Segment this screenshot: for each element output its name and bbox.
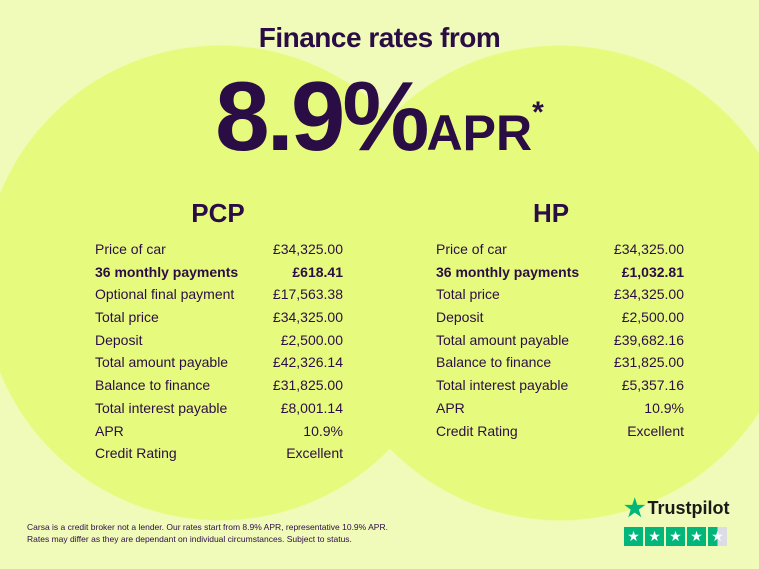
row-label: Price of car bbox=[436, 241, 507, 257]
row-label: Total interest payable bbox=[95, 399, 228, 416]
disclaimer-line-1: Carsa is a credit broker not a lender. O… bbox=[27, 522, 388, 532]
row-label: Price of car bbox=[95, 241, 166, 257]
star-icon: ★ bbox=[624, 527, 643, 546]
row-label: APR bbox=[436, 399, 465, 416]
asterisk: * bbox=[532, 96, 544, 129]
row-value: £618.41 bbox=[292, 263, 343, 280]
table-row: Total interest payable £8,001.14 bbox=[95, 397, 343, 420]
row-label: Total amount payable bbox=[95, 354, 229, 371]
headline-rate: 8.9%APR* bbox=[0, 60, 759, 173]
disclaimer-line-2: Rates may differ as they are dependant o… bbox=[27, 534, 352, 544]
row-value: £31,825.00 bbox=[272, 377, 343, 394]
row-label: Credit Rating bbox=[95, 445, 177, 462]
disclaimer: Carsa is a credit broker not a lender. O… bbox=[27, 521, 388, 545]
table-row: APR 10.9% bbox=[95, 420, 343, 443]
row-value: £42,326.14 bbox=[272, 354, 343, 371]
table-row: Deposit £2,500.00 bbox=[95, 329, 343, 352]
table-row: Deposit £2,500.00 bbox=[436, 306, 684, 329]
table-row: Credit Rating Excellent bbox=[436, 420, 684, 443]
table-row: Total price £34,325.00 bbox=[436, 283, 684, 306]
row-label: Total amount payable bbox=[436, 331, 570, 348]
row-label: Total interest payable bbox=[436, 377, 569, 394]
row-label: Deposit bbox=[95, 331, 143, 348]
table-row: Price of car £34,325.00 bbox=[436, 238, 684, 261]
trustpilot-name: Trustpilot bbox=[647, 498, 730, 518]
table-row: Balance to finance £31,825.00 bbox=[436, 351, 684, 374]
table-row: Total interest payable £5,357.16 bbox=[436, 374, 684, 397]
row-value: 10.9% bbox=[303, 422, 343, 439]
row-value: Excellent bbox=[627, 422, 684, 439]
table-row: Total amount payable £39,682.16 bbox=[436, 329, 684, 352]
trustpilot-rating: ★ ★ ★ ★ ★ bbox=[624, 527, 730, 546]
row-label: 36 monthly payments bbox=[436, 263, 580, 280]
row-value: £34,325.00 bbox=[272, 309, 343, 326]
table-row: APR 10.9% bbox=[436, 397, 684, 420]
table-row: Balance to finance £31,825.00 bbox=[95, 374, 343, 397]
row-value: £31,825.00 bbox=[613, 354, 684, 371]
row-value: £1,032.81 bbox=[621, 263, 684, 280]
rate-value: 8.9% bbox=[215, 61, 429, 171]
star-icon: ★ bbox=[645, 527, 664, 546]
row-value: 10.9% bbox=[644, 399, 684, 416]
trustpilot-star-icon: ★ bbox=[624, 495, 646, 522]
row-value: £39,682.16 bbox=[613, 331, 684, 348]
trustpilot-badge: ★ Trustpilot ★ ★ ★ ★ ★ bbox=[624, 494, 730, 546]
row-value: £8,001.14 bbox=[280, 399, 343, 416]
table-row: 36 monthly payments £1,032.81 bbox=[436, 261, 684, 284]
table-row: Price of car £34,325.00 bbox=[95, 238, 343, 261]
row-label: Deposit bbox=[436, 309, 484, 326]
apr-label: APR bbox=[426, 105, 533, 161]
row-value: £34,325.00 bbox=[613, 241, 684, 257]
row-value: £34,325.00 bbox=[272, 241, 343, 257]
row-label: Optional final payment bbox=[95, 286, 235, 303]
row-label: Total price bbox=[95, 309, 159, 326]
table-row: Total price £34,325.00 bbox=[95, 306, 343, 329]
row-label: 36 monthly payments bbox=[95, 263, 239, 280]
star-icon: ★ bbox=[708, 527, 727, 546]
hp-title: HP bbox=[532, 198, 570, 228]
row-value: £2,500.00 bbox=[280, 331, 343, 348]
row-value: £2,500.00 bbox=[621, 309, 684, 326]
row-label: Balance to finance bbox=[436, 354, 552, 371]
row-label: Total price bbox=[436, 286, 500, 303]
headline-subtitle: Finance rates from bbox=[258, 22, 501, 53]
table-row: Credit Rating Excellent bbox=[95, 442, 343, 465]
row-value: £17,563.38 bbox=[272, 286, 343, 303]
hp-table: Price of car £34,325.00 36 monthly payment… bbox=[436, 238, 684, 442]
table-row: Total amount payable £42,326.14 bbox=[95, 351, 343, 374]
table-row: 36 monthly payments £618.41 bbox=[95, 261, 343, 284]
pcp-title: PCP bbox=[191, 198, 245, 228]
row-label: APR bbox=[95, 422, 124, 439]
row-value: £5,357.16 bbox=[621, 377, 684, 394]
star-icon: ★ bbox=[687, 527, 706, 546]
row-label: Credit Rating bbox=[436, 422, 518, 439]
pcp-table: Price of car £34,325.00 36 monthly payment… bbox=[95, 238, 343, 465]
row-label: Balance to finance bbox=[95, 377, 211, 394]
table-row: Optional final payment £17,563.38 bbox=[95, 283, 343, 306]
row-value: Excellent bbox=[286, 445, 343, 462]
row-value: £34,325.00 bbox=[613, 286, 684, 303]
star-icon: ★ bbox=[666, 527, 685, 546]
